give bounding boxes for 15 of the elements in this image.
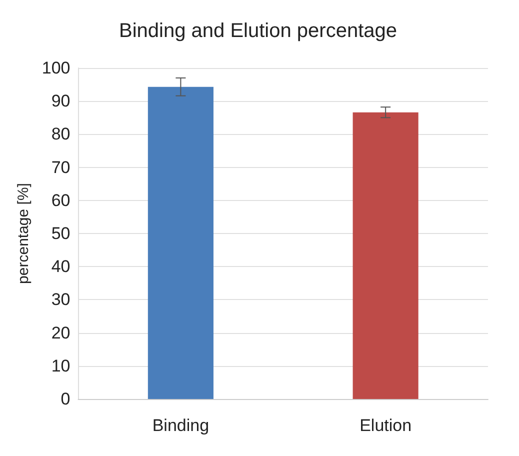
y-tick-label: 90 <box>51 92 70 111</box>
chart-title: Binding and Elution percentage <box>119 20 397 42</box>
y-tick-label: 0 <box>60 390 70 408</box>
y-tick-label: 10 <box>51 356 70 376</box>
y-tick-label: 60 <box>51 190 70 210</box>
y-tick-label: 70 <box>51 158 70 177</box>
y-tick-label: 80 <box>51 124 70 144</box>
y-tick-label: 50 <box>51 224 70 243</box>
y-tick-label: 30 <box>51 290 70 310</box>
y-axis-title: percentage [%] <box>15 183 32 284</box>
x-tick-label: Elution <box>360 416 412 435</box>
y-tick-label: 20 <box>51 323 70 342</box>
x-tick-label: Binding <box>152 416 210 435</box>
y-tick-label: 100 <box>42 58 70 78</box>
y-tick-label: 40 <box>51 257 70 276</box>
